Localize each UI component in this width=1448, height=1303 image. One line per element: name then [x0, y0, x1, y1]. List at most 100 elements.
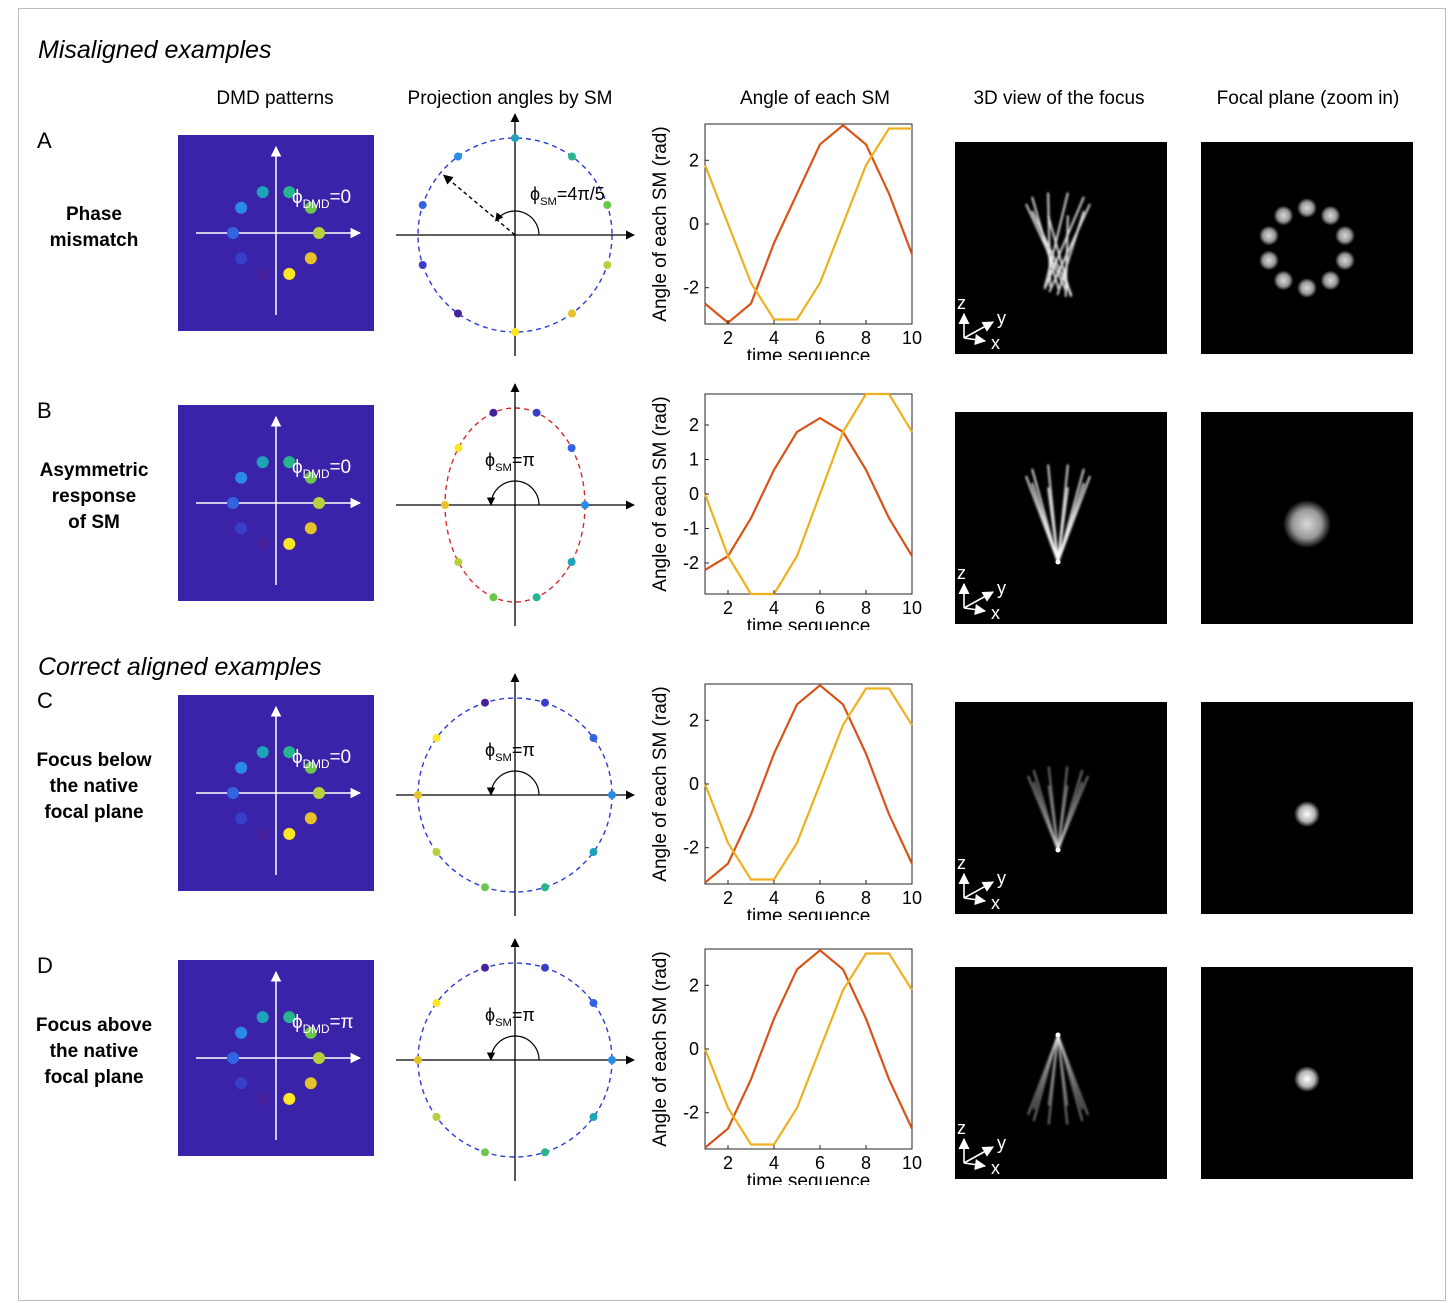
row-label-line: focal plane	[44, 1067, 144, 1088]
series-line-2	[703, 952, 913, 1146]
projection-spot	[608, 1056, 616, 1064]
column-header-dmd: DMD patterns	[216, 88, 334, 109]
projection-spot	[589, 1113, 598, 1121]
projection-spot	[589, 734, 598, 742]
x-tick-label: 4	[769, 1153, 779, 1173]
dmd-spot	[235, 252, 248, 265]
projection-spot	[481, 883, 489, 892]
y-tick-label: -1	[683, 518, 699, 538]
column-header-3d: 3D view of the focus	[973, 88, 1145, 109]
projection-spot	[589, 999, 598, 1007]
y-axis-label: y	[997, 578, 1006, 598]
projection-spot	[567, 558, 576, 566]
dmd-spot	[313, 227, 325, 239]
projection-spot	[608, 791, 616, 799]
row-label-line: Phase	[66, 204, 122, 225]
projection-spot	[603, 201, 612, 209]
dmd-spot	[304, 1026, 317, 1039]
x-tick-label: 2	[723, 598, 733, 618]
dmd-spot	[227, 1052, 239, 1064]
beam	[1047, 766, 1059, 851]
projection-spot	[511, 328, 519, 336]
projection-angles-panel: ϕSM=π	[396, 938, 635, 1181]
focal-ring-spot	[1259, 225, 1279, 246]
y-axis-label: y	[997, 868, 1006, 888]
series-line-1	[704, 948, 913, 1149]
beam	[1047, 464, 1059, 563]
dmd-spot	[256, 1092, 269, 1105]
dmd-phase-label: ϕDMD=0	[292, 187, 351, 211]
series-line-1	[704, 683, 913, 884]
x-axis-label: x	[991, 893, 1000, 913]
projection-spot	[541, 963, 549, 972]
series-line-1	[704, 123, 914, 325]
x-tick-label: 6	[815, 1153, 825, 1173]
focal-ring-spot	[1320, 270, 1341, 291]
x-tick-label: 4	[769, 888, 779, 908]
x-tick-label: 6	[815, 328, 825, 348]
beam	[1032, 769, 1059, 851]
series-line-2	[703, 687, 913, 881]
row-letter: C	[37, 688, 53, 713]
dmd-spot	[235, 1026, 248, 1039]
x-axis-label: time sequence	[747, 1171, 871, 1185]
sm-phase-label: ϕSM=4π/5	[530, 184, 605, 208]
dmd-spot	[235, 761, 248, 774]
y-axis-label: y	[997, 308, 1006, 328]
dmd-spot	[304, 522, 317, 535]
x-tick-label: 6	[815, 598, 825, 618]
projection-angles-panel: ϕSM=4π/5	[396, 113, 635, 356]
beam	[1047, 192, 1052, 288]
dmd-phase-label: ϕDMD=0	[292, 747, 351, 771]
y-tick-label: 0	[689, 1039, 699, 1059]
y-tick-label: 2	[689, 415, 699, 435]
dmd-spot	[256, 827, 269, 840]
row-label-line: of SM	[68, 512, 120, 533]
focal-plane-view	[1201, 412, 1413, 624]
x-axis-arrow	[963, 334, 987, 346]
projection-spot	[541, 883, 549, 892]
row-label-line: the native	[49, 1041, 139, 1062]
focal-plane-view	[1201, 702, 1413, 914]
dmd-spot	[283, 537, 296, 550]
phase-arc	[486, 480, 540, 506]
3d-focus-view: z yx	[955, 702, 1167, 914]
section-title-correct: Correct aligned examples	[38, 653, 322, 681]
y-axis-label: Angle of each SM (rad)	[650, 951, 671, 1146]
y-tick-label: 2	[689, 150, 699, 170]
sm-phase-label: ϕSM=π	[485, 450, 535, 474]
row-label-line: mismatch	[49, 230, 139, 251]
dmd-spot	[283, 186, 296, 199]
dmd-spot	[313, 497, 325, 509]
y-tick-label: 0	[689, 484, 699, 504]
focus-point	[1055, 847, 1061, 853]
dmd-spot	[283, 456, 296, 469]
dmd-spot	[235, 201, 248, 214]
beam-bundle	[1025, 464, 1091, 563]
projection-angles-panel: ϕSM=π	[396, 673, 635, 916]
column-header-projection: Projection angles by SM	[407, 88, 613, 109]
x-tick-label: 8	[861, 328, 871, 348]
y-tick-label: 2	[689, 710, 699, 730]
column-header-focal: Focal plane (zoom in)	[1216, 88, 1400, 109]
projection-spot	[432, 734, 441, 742]
y-axis-label: y	[997, 1133, 1006, 1153]
angle-line-chart: 2 4 6 8 10 2 0 -2 time sequence Angle of each SM …	[650, 683, 922, 920]
projection-spot	[432, 1113, 441, 1121]
projection-spot	[481, 698, 489, 707]
beam	[1027, 775, 1059, 851]
projection-spot	[441, 501, 449, 509]
dmd-spot	[313, 787, 325, 799]
focal-ring-spot	[1273, 205, 1294, 226]
dmd-spot	[256, 746, 269, 759]
dmd-spot	[304, 252, 317, 265]
x-axis-label: x	[991, 603, 1000, 623]
beam	[1043, 196, 1085, 290]
focal-plane-view	[1201, 142, 1413, 354]
y-axis-label: Angle of each SM (rad)	[650, 686, 671, 881]
row-label: Asymmetric response of SM	[14, 458, 174, 536]
x-axis-arrow	[963, 894, 987, 906]
x-tick-label: 8	[861, 888, 871, 908]
projection-spot	[418, 261, 427, 269]
